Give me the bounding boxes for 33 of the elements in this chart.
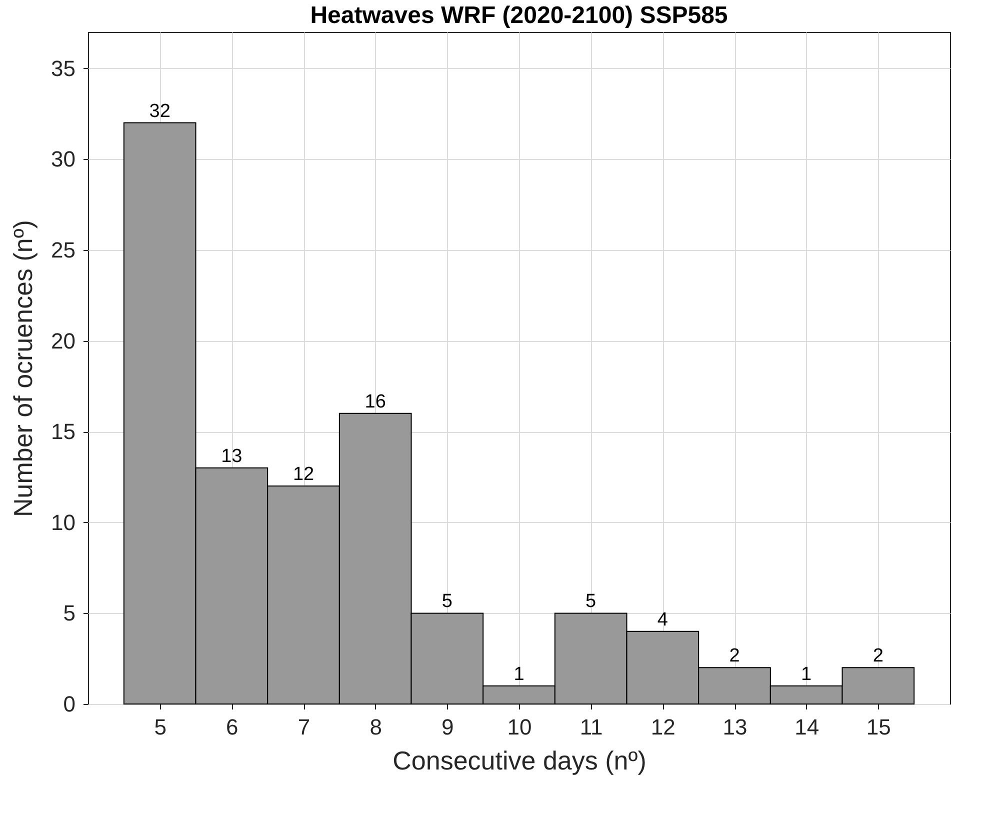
- y-axis-title: Number of ocruences (nº): [8, 220, 38, 518]
- x-tick-label: 14: [794, 714, 820, 740]
- y-tick-label: 0: [63, 692, 76, 716]
- y-tick-label: 20: [51, 328, 76, 354]
- data-label: 5: [586, 591, 596, 612]
- x-tick-label: 6: [226, 714, 238, 740]
- data-label: 12: [292, 464, 314, 486]
- y-tick-label: 25: [51, 237, 76, 262]
- data-label: 13: [221, 446, 242, 467]
- y-tick-label: 30: [51, 146, 76, 172]
- data-label: 16: [364, 391, 386, 412]
- data-label: 5: [442, 591, 452, 612]
- x-axis-title: Consecutive days (nº): [392, 746, 646, 776]
- data-label: 2: [872, 646, 884, 667]
- data-label: 1: [801, 664, 812, 685]
- y-tick-label: 15: [51, 419, 76, 444]
- x-tick-label: 15: [866, 714, 891, 740]
- data-label: 4: [657, 609, 668, 630]
- x-tick-label: 7: [298, 714, 310, 740]
- x-tick-label: 9: [442, 714, 454, 740]
- chart-title: Heatwaves WRF (2020-2100) SSP585: [310, 2, 728, 29]
- y-tick-label: 5: [63, 600, 76, 626]
- x-tick-label: 5: [154, 714, 166, 740]
- data-label: 1: [514, 664, 524, 685]
- data-label: 32: [149, 100, 170, 122]
- x-tick-label: 13: [722, 714, 748, 740]
- y-tick-label: 35: [51, 56, 76, 81]
- x-tick-label: 12: [650, 714, 676, 740]
- y-tick-label: 10: [51, 510, 76, 535]
- x-tick-label: 11: [580, 714, 603, 740]
- x-tick-label: 10: [507, 714, 532, 740]
- x-tick-label: 8: [370, 714, 382, 740]
- data-label: 2: [729, 646, 740, 667]
